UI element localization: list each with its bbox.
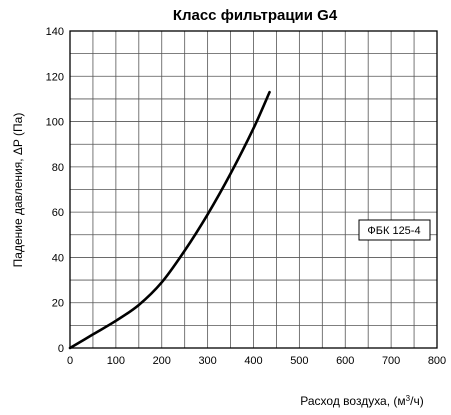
y-tick-label: 140 <box>46 26 64 38</box>
y-tick-label: 60 <box>52 207 64 219</box>
legend-box <box>358 219 431 241</box>
series-line <box>68 90 271 350</box>
x-tick-label: 500 <box>290 355 308 367</box>
y-tick-label: 100 <box>46 117 64 129</box>
y-tick-label: 0 <box>58 343 64 355</box>
x-axis-label: Расход воздуха, (м3/ч) <box>300 394 423 408</box>
series-layer <box>68 90 271 350</box>
x-axis-label-sup: 3 <box>406 394 411 403</box>
y-tick-labels: 0 20 40 60 80 100 120 140 <box>46 26 64 355</box>
x-tick-label: 800 <box>428 355 446 367</box>
x-tick-label: 300 <box>198 355 216 367</box>
y-tick-label: 80 <box>52 162 64 174</box>
y-tick-label: 40 <box>52 252 64 264</box>
legend: ФБК 125-4 <box>358 219 431 241</box>
y-tick-label: 20 <box>52 298 64 310</box>
x-tick-label: 0 <box>67 355 73 367</box>
chart-title: Класс фильтрации G4 <box>173 7 338 24</box>
x-axis-label-end: /ч) <box>410 394 424 408</box>
y-tick-label: 120 <box>46 71 64 83</box>
x-tick-label: 400 <box>244 355 262 367</box>
x-tick-label: 700 <box>382 355 400 367</box>
x-axis-label-main: Расход воздуха, (м <box>300 394 405 408</box>
y-axis-label: Падение давления, ΔP (Па) <box>11 113 25 268</box>
legend-label: ФБК 125-4 <box>367 225 420 237</box>
x-tick-label: 100 <box>107 355 125 367</box>
x-tick-labels: 0 100 200 300 400 500 600 700 800 <box>67 355 446 367</box>
x-tick-label: 200 <box>153 355 171 367</box>
chart-grid <box>70 31 437 348</box>
x-tick-label: 600 <box>336 355 354 367</box>
plot-frame <box>69 30 438 349</box>
